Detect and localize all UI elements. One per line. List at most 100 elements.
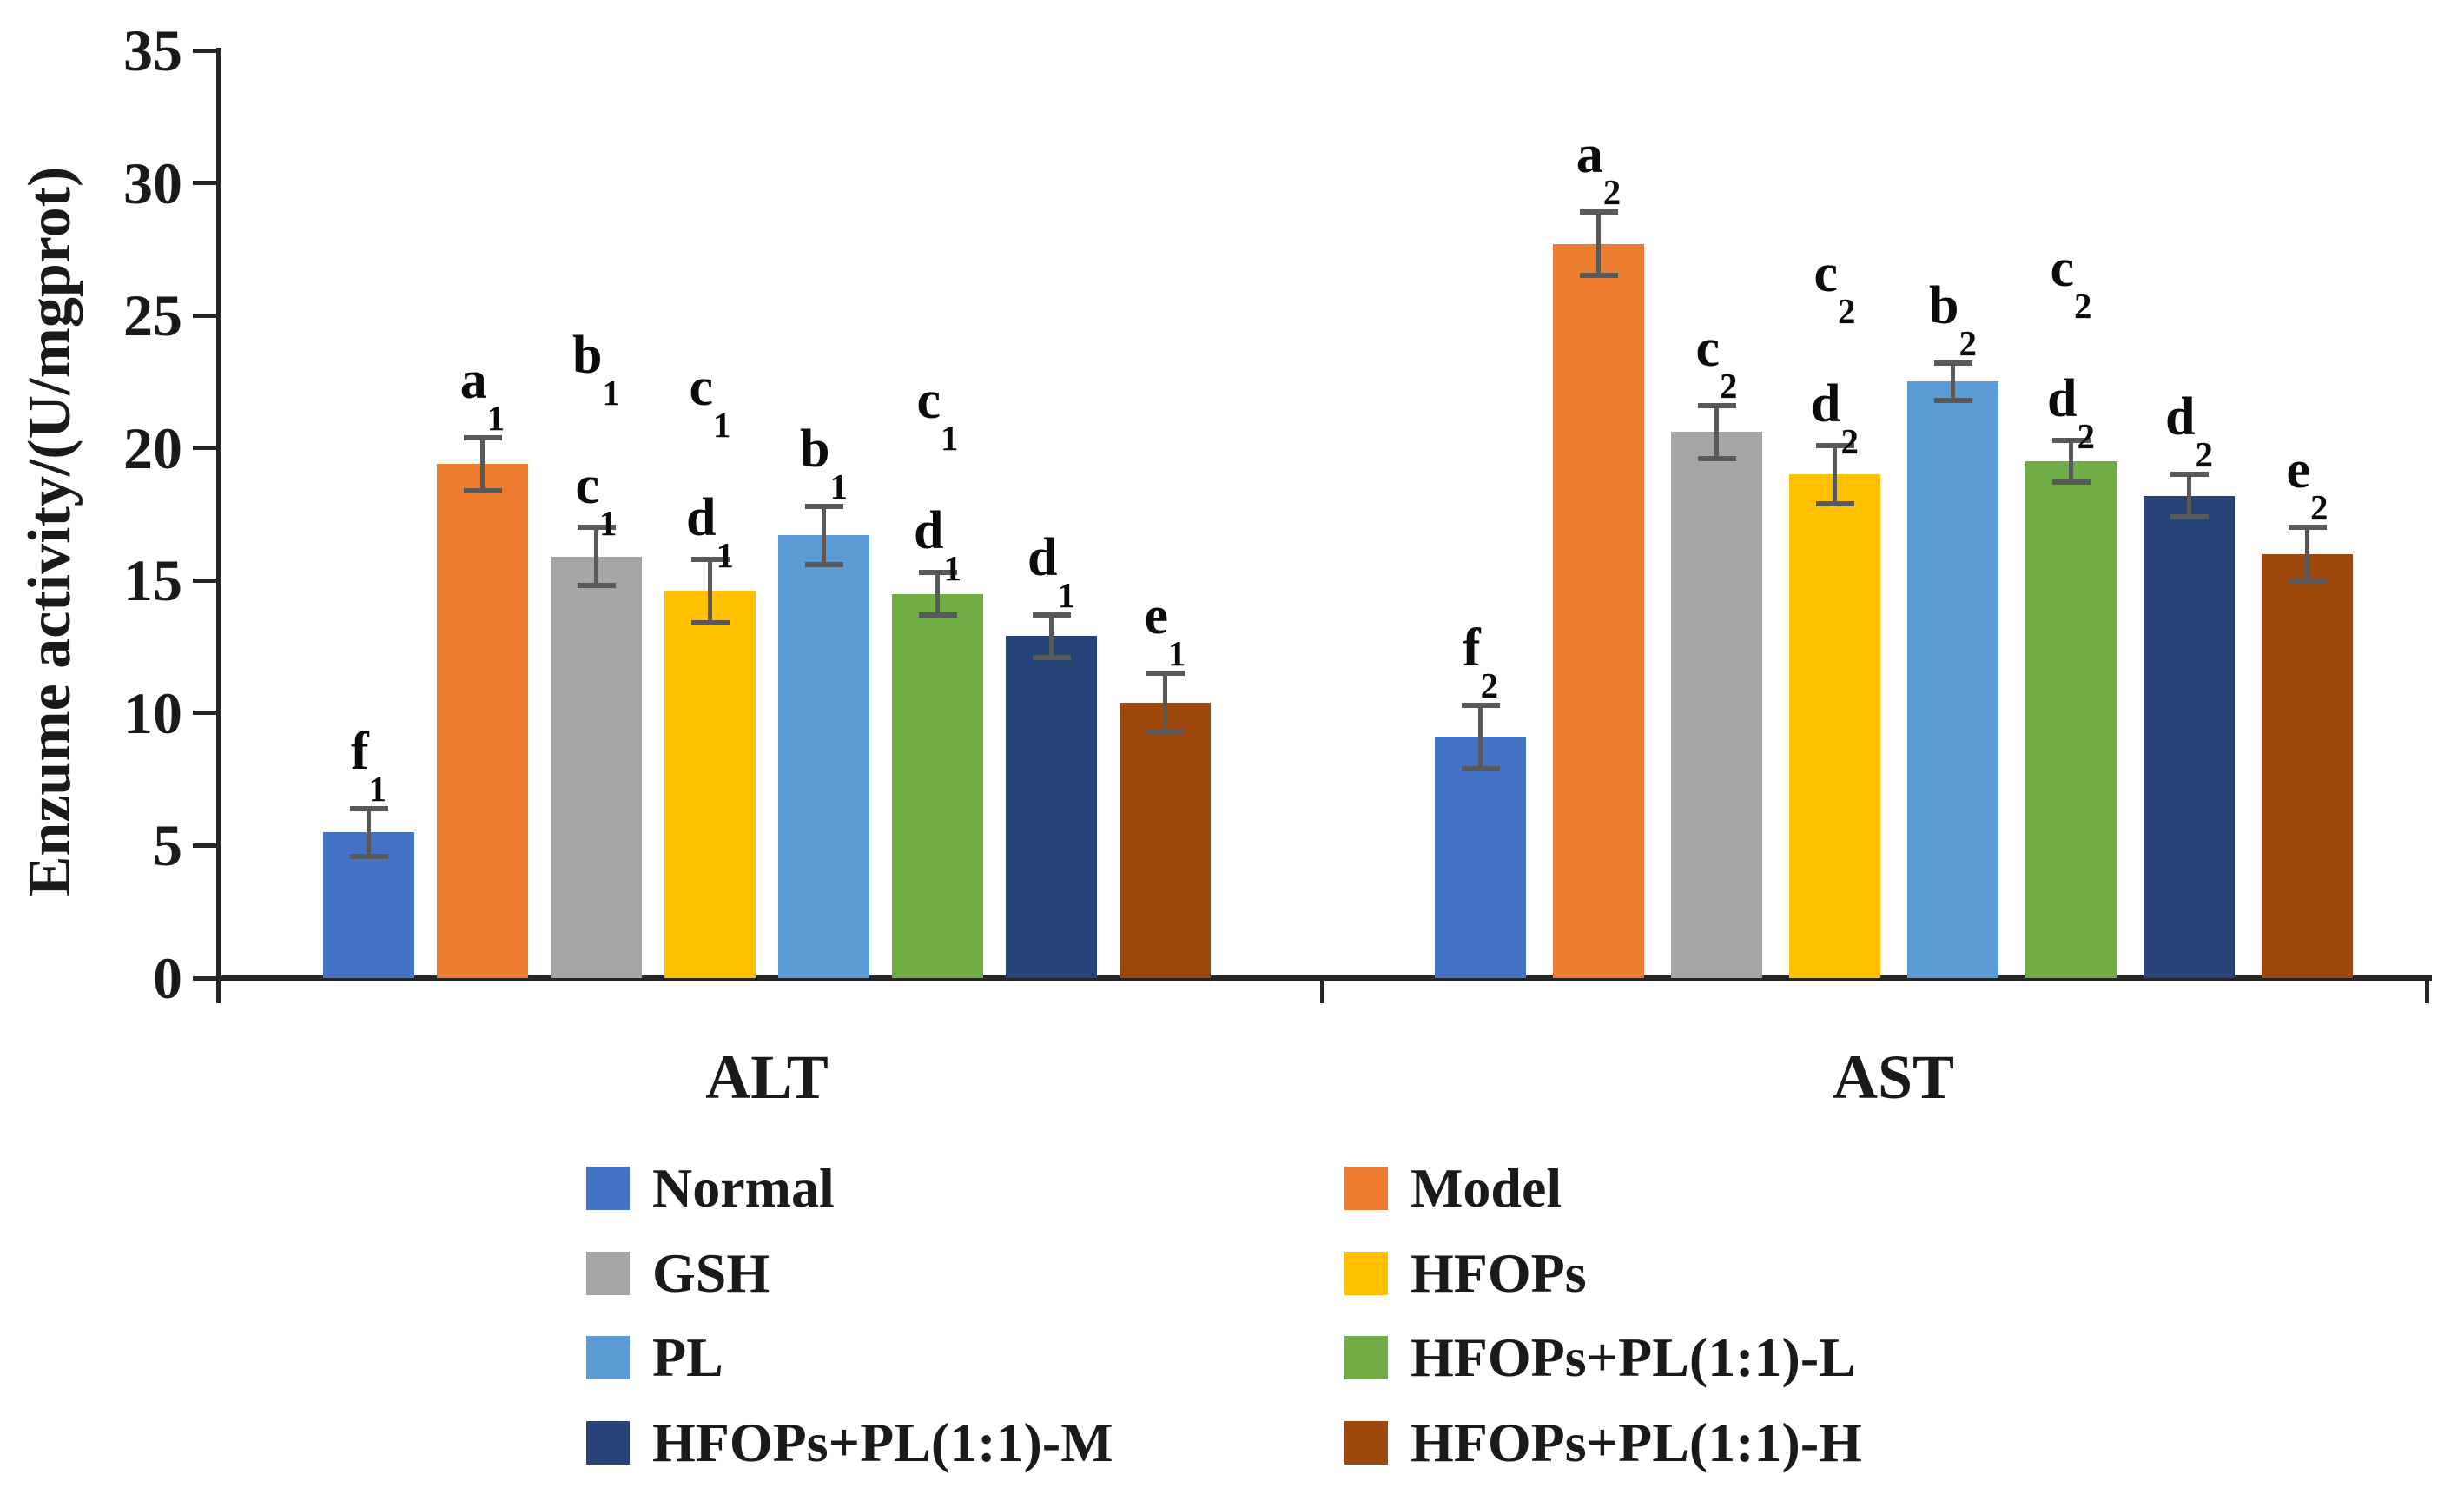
legend-label: Model — [1410, 1157, 1562, 1219]
y-axis-tick-label: 35 — [123, 17, 182, 83]
legend-color-swatch — [586, 1167, 630, 1210]
error-bar-cap-bottom — [1815, 500, 1854, 506]
error-bar-cap-top — [577, 525, 616, 531]
error-bar-cap-top — [1032, 612, 1071, 618]
legend-item-hfops: HFOPs — [1344, 1241, 1587, 1304]
error-bar — [1478, 704, 1483, 769]
legend-item-pl: PL — [586, 1326, 723, 1388]
x-axis-tick — [216, 981, 221, 1003]
bar-hfops-pl-1-1-l-alt — [892, 593, 983, 978]
y-axis-tick — [193, 181, 219, 186]
legend-label: GSH — [652, 1241, 770, 1304]
y-axis-tick — [193, 313, 219, 318]
bar-gsh-ast — [1671, 432, 1762, 978]
error-bar — [1596, 212, 1601, 276]
error-bar-cap-bottom — [463, 487, 502, 493]
legend-color-swatch — [586, 1420, 630, 1465]
error-bar-cap-top — [1815, 442, 1854, 448]
error-bar — [2305, 527, 2309, 581]
error-bar-cap-bottom — [2288, 578, 2327, 584]
legend-color-swatch — [1344, 1167, 1388, 1210]
error-bar — [2187, 474, 2191, 518]
legend-label: Normal — [652, 1157, 835, 1219]
error-bar-cap-bottom — [1461, 765, 1500, 771]
error-bar-cap-top — [690, 556, 730, 562]
error-bar — [1714, 405, 1719, 459]
error-bar-cap-top — [2051, 437, 2091, 443]
y-axis-tick-label: 0 — [153, 945, 182, 1011]
bar-hfops-pl-1-1-l-ast — [2025, 460, 2117, 978]
error-bar-cap-bottom — [804, 561, 843, 567]
error-bar-cap-bottom — [349, 853, 388, 859]
y-axis-tick-label: 15 — [123, 547, 182, 614]
error-bar-cap-bottom — [577, 583, 616, 589]
error-bar — [594, 527, 598, 586]
error-bar-cap-bottom — [918, 612, 957, 618]
y-axis-title: Enzume activity/(U/mgprot) — [17, 166, 83, 897]
y-axis-tick-label: 20 — [123, 414, 182, 481]
legend-label: HFOPs+PL(1:1)-H — [1410, 1411, 1862, 1473]
legend-item-model: Model — [1344, 1157, 1562, 1219]
error-bar-cap-top — [1461, 702, 1500, 708]
error-bar-cap-bottom — [1146, 729, 1185, 735]
bar-hfops-pl-1-1-h-alt — [1120, 702, 1211, 978]
error-bar-cap-bottom — [2051, 479, 2091, 486]
error-bar-cap-top — [349, 805, 388, 811]
error-bar-cap-bottom — [2170, 514, 2209, 520]
error-bar-cap-top — [1697, 402, 1736, 408]
y-axis-tick — [193, 48, 219, 53]
legend-color-swatch — [1344, 1251, 1388, 1295]
x-axis-tick — [1320, 981, 1324, 1003]
legend-item-hfops-pl-1-1-m: HFOPs+PL(1:1)-M — [586, 1411, 1113, 1473]
legend-color-swatch — [586, 1336, 630, 1379]
error-bar-cap-top — [1933, 360, 1972, 367]
y-axis-line — [216, 48, 221, 981]
y-axis-tick — [193, 843, 219, 848]
legend-color-swatch — [586, 1251, 630, 1295]
x-axis-line — [216, 975, 2432, 981]
error-bar — [1049, 614, 1054, 658]
error-bar-cap-top — [1146, 671, 1185, 677]
bar-hfops-pl-1-1-m-ast — [2144, 495, 2235, 978]
error-bar — [708, 559, 712, 624]
error-bar — [935, 572, 940, 615]
bar-hfops-ast — [1789, 474, 1880, 978]
error-bar-cap-top — [2170, 472, 2209, 478]
legend-label: HFOPs — [1410, 1241, 1587, 1304]
error-bar — [1833, 445, 1837, 504]
y-axis-tick-label: 5 — [153, 812, 182, 879]
category-label-ast: AST — [1832, 1042, 1955, 1112]
error-bar-cap-top — [918, 570, 957, 576]
legend-item-normal: Normal — [586, 1157, 835, 1219]
error-bar — [2069, 440, 2073, 483]
bar-model-alt — [437, 464, 528, 978]
error-bar — [480, 437, 485, 491]
y-axis-tick-label: 25 — [123, 282, 182, 349]
bar-pl-ast — [1907, 381, 1998, 978]
legend-label: PL — [652, 1326, 723, 1388]
bar-hfops-alt — [664, 591, 756, 978]
y-axis-tick — [193, 578, 219, 583]
legend-label: HFOPs+PL(1:1)-M — [652, 1411, 1113, 1473]
error-bar — [367, 808, 371, 856]
error-bar-cap-bottom — [1579, 273, 1618, 279]
bar-hfops-pl-1-1-m-alt — [1006, 636, 1097, 978]
x-axis-tick — [2425, 981, 2429, 1003]
y-axis-tick-label: 30 — [123, 149, 182, 216]
category-label-alt: ALT — [705, 1042, 829, 1112]
error-bar-cap-bottom — [1697, 455, 1736, 461]
bar-hfops-pl-1-1-h-ast — [2262, 553, 2353, 978]
